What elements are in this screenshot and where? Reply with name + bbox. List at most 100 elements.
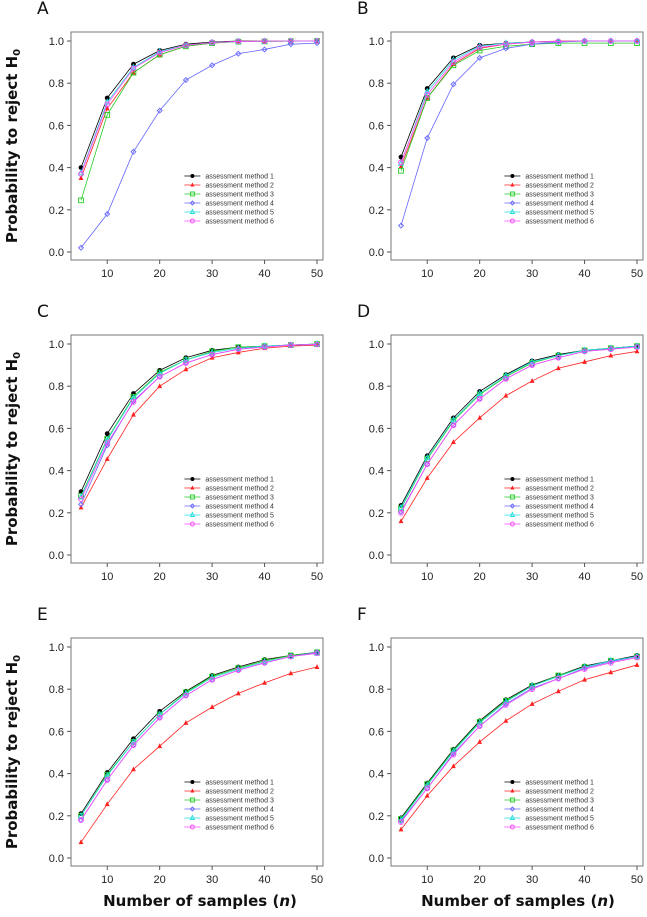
y-tick-label: 0.0 (369, 853, 384, 865)
legend-label: assessment method 1 (525, 780, 594, 787)
legend-label: assessment method 5 (205, 210, 274, 217)
legend-marker (509, 797, 515, 803)
legend-marker (509, 814, 516, 820)
series-method-1 (398, 653, 640, 821)
series-line (400, 350, 638, 522)
y-tick-label: 1.0 (49, 642, 64, 654)
y-axis-title: Probability to reject H0 (3, 352, 23, 546)
legend-label: assessment method 4 (205, 201, 274, 208)
plot-frame (390, 334, 644, 564)
x-tick-label: 20 (154, 571, 166, 583)
data-point (287, 342, 294, 348)
series-line (400, 345, 638, 509)
y-tick-label: 0.4 (49, 466, 64, 478)
x-tick-label: 40 (578, 268, 590, 280)
legend-label: assessment method 4 (525, 807, 594, 814)
data-point (398, 509, 404, 516)
series-method-2 (398, 662, 640, 832)
legend-label: assessment method 4 (525, 201, 594, 208)
panel-c: C 0.0 0.2 0.4 0.6 0.8 1.0 10 20 30 40 50 assessment … (37, 302, 324, 583)
x-tick-label: 40 (258, 874, 270, 886)
series-method-1 (398, 38, 640, 160)
legend: assessment method 1 assessment method 2 as… (184, 174, 274, 226)
data-point (424, 87, 431, 94)
data-point (209, 704, 215, 710)
data-point (130, 738, 137, 745)
data-point (183, 360, 189, 366)
series-line (80, 652, 318, 817)
legend-label: assessment method 6 (525, 825, 594, 832)
data-point (477, 414, 483, 420)
y-tick-label: 0.8 (369, 684, 384, 696)
x-tick-label: 30 (526, 268, 538, 280)
data-point (182, 76, 189, 84)
x-axis-title: Number of samples (n) (103, 892, 297, 910)
data-point (555, 38, 562, 45)
data-point (287, 38, 294, 44)
legend-marker (189, 511, 196, 517)
legend: assessment method 1 assessment method 2 as… (184, 477, 274, 529)
data-point (288, 670, 294, 676)
series-line (80, 42, 318, 249)
data-point (314, 38, 320, 44)
y-axis-title-text: Probability to reject H (3, 56, 21, 243)
data-point (183, 366, 189, 372)
data-point (502, 697, 510, 705)
y-tick-label: 0.0 (49, 247, 64, 259)
data-point (156, 710, 163, 717)
data-point (397, 503, 405, 510)
legend-label: assessment method 2 (205, 486, 274, 493)
series-method-3 (398, 653, 640, 822)
data-point (607, 37, 614, 44)
series-line (400, 40, 637, 164)
series-line (400, 42, 637, 171)
x-axis-title: Number of samples (n) (421, 892, 615, 910)
legend-marker (190, 485, 195, 490)
x-tick-label: 10 (421, 571, 433, 583)
legend-marker (190, 174, 195, 178)
data-point (235, 38, 241, 44)
series-line (80, 343, 318, 498)
series-line (80, 40, 317, 179)
x-tick-label: 40 (578, 874, 590, 886)
data-point (581, 666, 588, 673)
y-tick-label: 0.4 (369, 769, 384, 781)
data-point (529, 701, 535, 706)
data-point (398, 819, 404, 825)
data-point (581, 348, 588, 355)
data-point (157, 383, 163, 389)
data-point (398, 518, 404, 524)
series-method-2 (78, 38, 320, 181)
data-point (424, 454, 431, 461)
panel-label: E (37, 605, 48, 625)
data-point (287, 653, 294, 660)
data-point (476, 42, 483, 49)
data-point (77, 501, 85, 508)
data-point (528, 682, 536, 689)
legend-label: assessment method 3 (525, 798, 594, 805)
y-tick-label: 0.8 (369, 78, 384, 90)
y-tick-label: 1.0 (369, 339, 384, 351)
data-point (78, 175, 84, 181)
panel-label: C (37, 302, 49, 322)
legend-label: assessment method 3 (205, 798, 274, 805)
series-method-2 (78, 664, 320, 845)
legend-label: assessment method 2 (525, 789, 594, 796)
legend-marker (510, 780, 515, 784)
y-tick-label: 0.2 (49, 205, 64, 217)
data-point (235, 665, 242, 672)
legend-marker (509, 521, 515, 527)
y-tick-label: 0.0 (369, 247, 384, 259)
data-point (209, 351, 215, 358)
series-line (80, 343, 318, 492)
data-point (261, 46, 268, 53)
data-point (424, 792, 430, 798)
x-tick-label: 20 (474, 571, 486, 583)
panel-b: B 0.0 0.2 0.4 0.6 0.8 1.0 10 20 30 40 50 assessment … (357, 0, 644, 280)
data-point (130, 65, 137, 72)
data-point (581, 38, 588, 44)
legend-marker (509, 200, 516, 206)
y-axis-title-subscript: 0 (12, 352, 23, 359)
data-point (77, 168, 85, 176)
legend-marker (189, 191, 195, 197)
